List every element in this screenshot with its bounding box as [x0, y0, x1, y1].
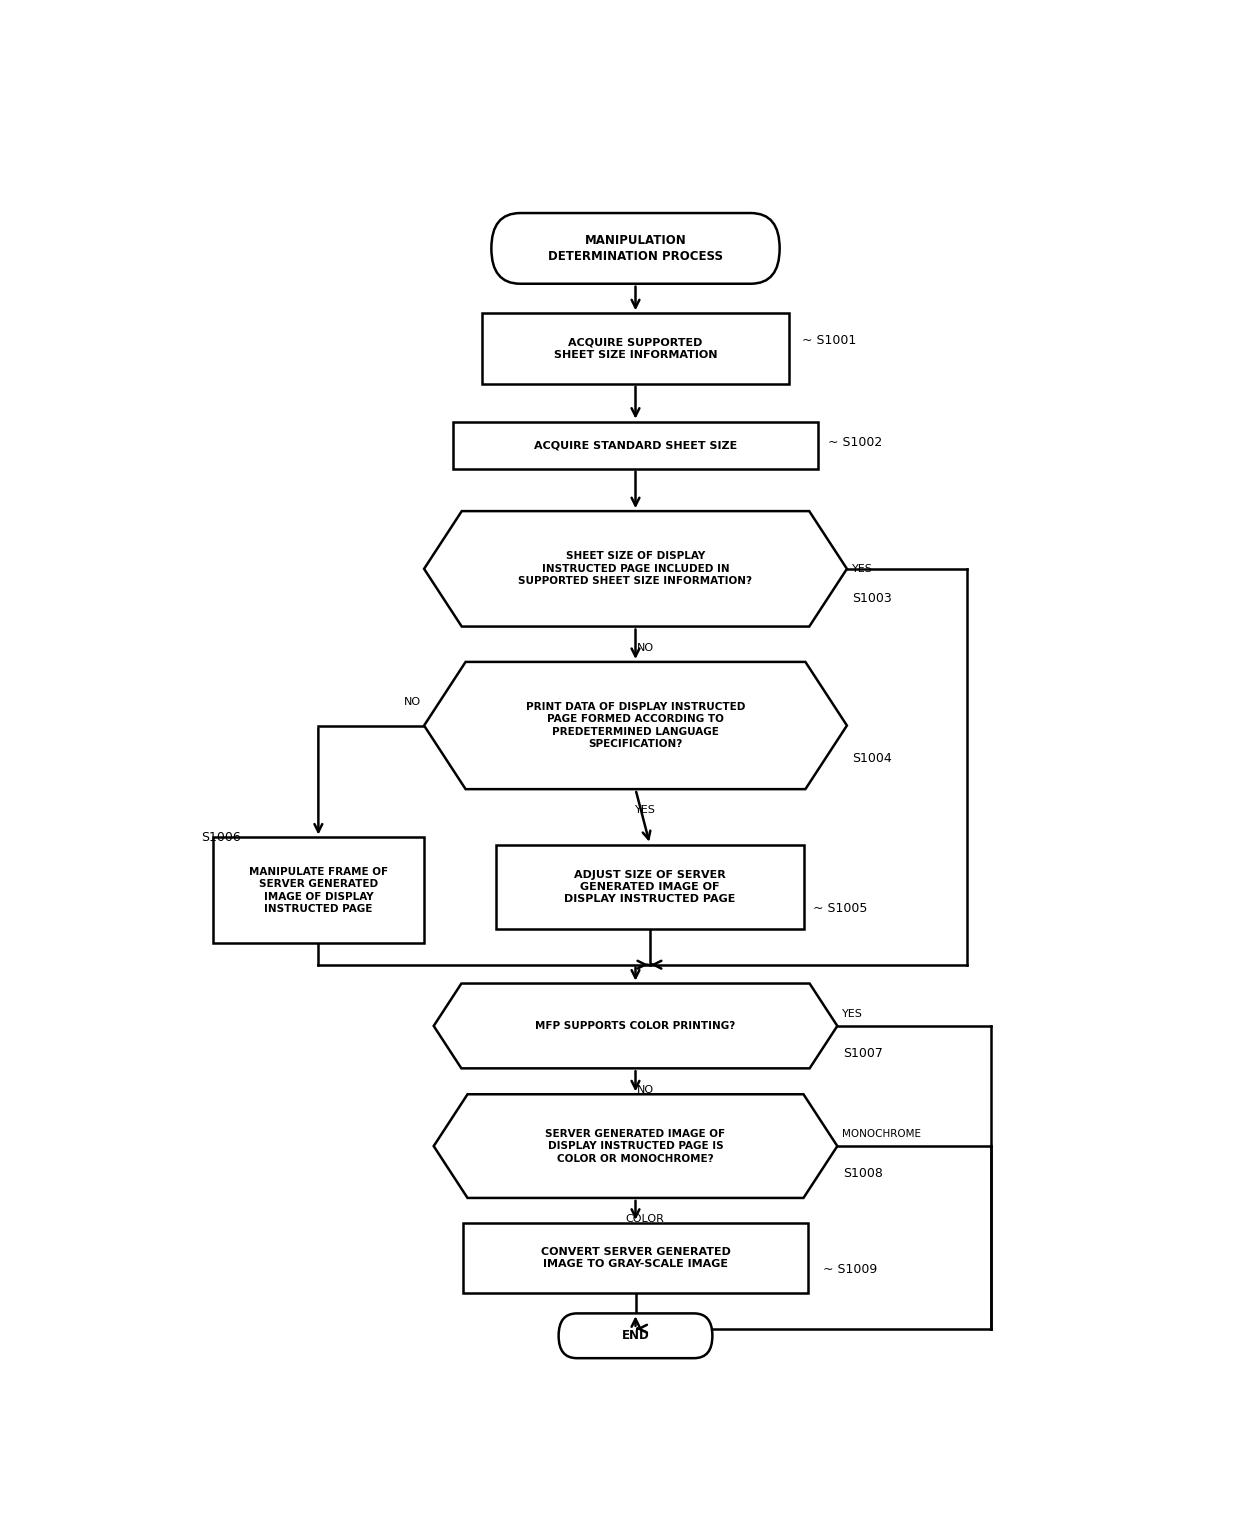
- Text: SHEET SIZE OF DISPLAY
INSTRUCTED PAGE INCLUDED IN
SUPPORTED SHEET SIZE INFORMATI: SHEET SIZE OF DISPLAY INSTRUCTED PAGE IN…: [518, 551, 753, 586]
- Text: S1008: S1008: [843, 1167, 883, 1180]
- Text: ~ S1001: ~ S1001: [802, 334, 856, 347]
- Bar: [213, 837, 424, 944]
- Bar: [481, 314, 789, 384]
- Bar: [453, 422, 818, 468]
- Text: NO: NO: [636, 643, 653, 653]
- Text: MANIPULATION
DETERMINATION PROCESS: MANIPULATION DETERMINATION PROCESS: [548, 234, 723, 263]
- Bar: [496, 845, 804, 929]
- Text: MANIPULATE FRAME OF
SERVER GENERATED
IMAGE OF DISPLAY
INSTRUCTED PAGE: MANIPULATE FRAME OF SERVER GENERATED IMA…: [249, 868, 388, 913]
- Text: END: END: [621, 1330, 650, 1342]
- Text: S1006: S1006: [201, 831, 241, 845]
- Text: NO: NO: [636, 1085, 653, 1094]
- Text: YES: YES: [842, 1010, 863, 1019]
- Text: ACQUIRE STANDARD SHEET SIZE: ACQUIRE STANDARD SHEET SIZE: [534, 441, 737, 450]
- Text: PRINT DATA OF DISPLAY INSTRUCTED
PAGE FORMED ACCORDING TO
PREDETERMINED LANGUAGE: PRINT DATA OF DISPLAY INSTRUCTED PAGE FO…: [526, 702, 745, 750]
- FancyBboxPatch shape: [491, 213, 780, 283]
- Polygon shape: [424, 662, 847, 789]
- Text: YES: YES: [852, 565, 873, 574]
- Bar: [463, 1222, 808, 1293]
- Text: MFP SUPPORTS COLOR PRINTING?: MFP SUPPORTS COLOR PRINTING?: [536, 1021, 735, 1031]
- Text: S1007: S1007: [843, 1047, 883, 1060]
- Text: NO: NO: [404, 698, 422, 707]
- Text: COLOR: COLOR: [626, 1215, 665, 1224]
- Text: ~ S1009: ~ S1009: [823, 1264, 877, 1276]
- Text: S1004: S1004: [852, 753, 892, 765]
- FancyBboxPatch shape: [558, 1313, 712, 1359]
- Text: MONOCHROME: MONOCHROME: [842, 1129, 921, 1140]
- Text: ACQUIRE SUPPORTED
SHEET SIZE INFORMATION: ACQUIRE SUPPORTED SHEET SIZE INFORMATION: [554, 337, 717, 360]
- Text: ADJUST SIZE OF SERVER
GENERATED IMAGE OF
DISPLAY INSTRUCTED PAGE: ADJUST SIZE OF SERVER GENERATED IMAGE OF…: [564, 869, 735, 904]
- Text: SERVER GENERATED IMAGE OF
DISPLAY INSTRUCTED PAGE IS
COLOR OR MONOCHROME?: SERVER GENERATED IMAGE OF DISPLAY INSTRU…: [546, 1129, 725, 1163]
- Polygon shape: [434, 1094, 837, 1198]
- Text: YES: YES: [635, 805, 656, 815]
- Polygon shape: [434, 984, 837, 1068]
- Text: S1003: S1003: [852, 592, 892, 604]
- Polygon shape: [424, 511, 847, 627]
- Text: CONVERT SERVER GENERATED
IMAGE TO GRAY-SCALE IMAGE: CONVERT SERVER GENERATED IMAGE TO GRAY-S…: [541, 1247, 730, 1270]
- Text: ~ S1002: ~ S1002: [828, 436, 882, 450]
- Text: ~ S1005: ~ S1005: [813, 901, 868, 915]
